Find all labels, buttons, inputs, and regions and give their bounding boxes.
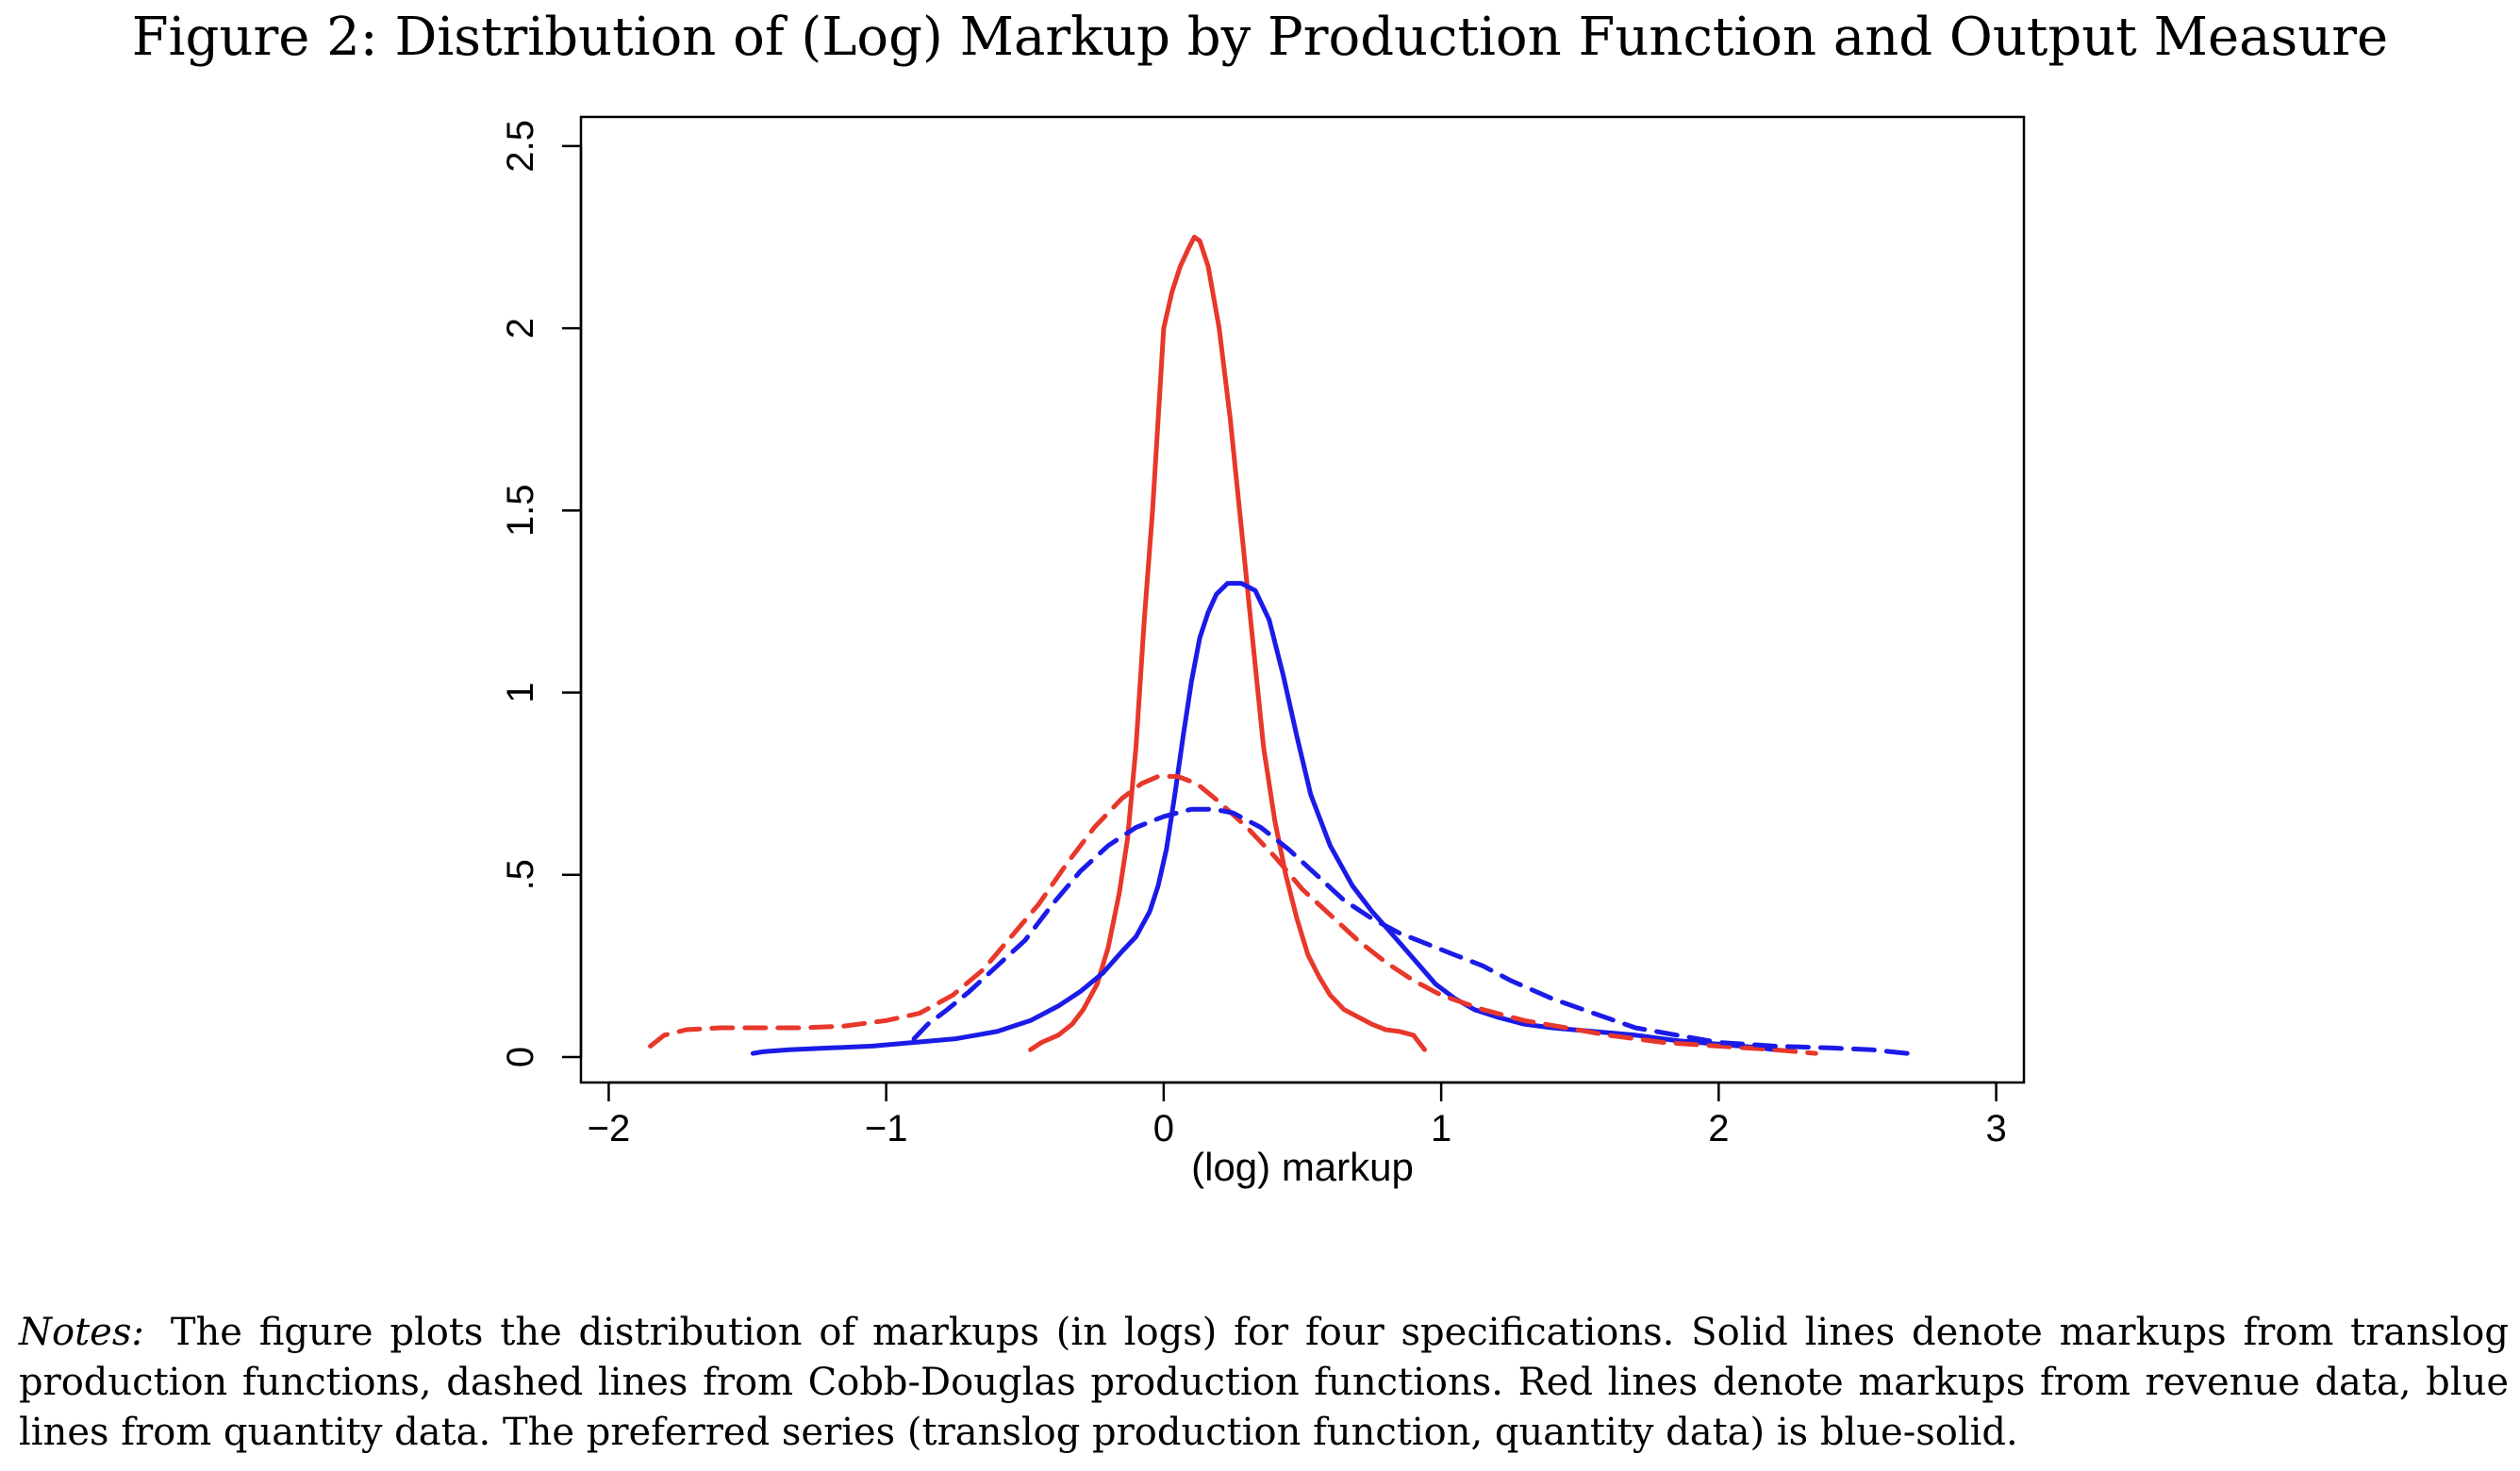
y-tick-label: 1.5 bbox=[500, 485, 541, 537]
x-tick-label: −1 bbox=[865, 1108, 908, 1149]
notes-label: Notes: bbox=[19, 1311, 144, 1354]
x-ticks: −2 −1 0 1 2 3 bbox=[588, 1083, 2007, 1149]
y-ticks: 0 .5 1 1.5 2 2.5 bbox=[500, 120, 581, 1067]
series-line-3-dashed bbox=[648, 773, 1818, 1056]
x-tick-label: 1 bbox=[1431, 1108, 1451, 1149]
x-tick-label: −2 bbox=[588, 1108, 631, 1149]
series-line-4-dashed bbox=[911, 806, 1910, 1056]
x-tick-label: 2 bbox=[1708, 1108, 1729, 1149]
notes-text: The figure plots the distribution of mar… bbox=[19, 1311, 2509, 1454]
x-axis-label: (log) markup bbox=[1191, 1145, 1414, 1189]
y-tick-label: 0 bbox=[500, 1047, 541, 1067]
y-tick-label: 1 bbox=[500, 682, 541, 702]
y-tick-label: 2 bbox=[500, 318, 541, 339]
y-tick-label: 2.5 bbox=[500, 120, 541, 173]
x-tick-label: 0 bbox=[1153, 1108, 1174, 1149]
series-layer bbox=[648, 235, 1910, 1056]
figure-notes: Notes: The figure plots the distribution … bbox=[19, 1308, 2509, 1458]
y-tick-label: .5 bbox=[500, 859, 541, 890]
series-line-2-solid bbox=[750, 581, 1777, 1056]
series-line-1-solid bbox=[1028, 235, 1427, 1052]
chart: −2 −1 0 1 2 3 0 .5 1 1.5 2 2.5 (log) markup bbox=[500, 115, 2026, 1189]
x-tick-label: 3 bbox=[1985, 1108, 2006, 1149]
figure-title: Figure 2: Distribution of (Log) Markup b… bbox=[131, 7, 2389, 68]
